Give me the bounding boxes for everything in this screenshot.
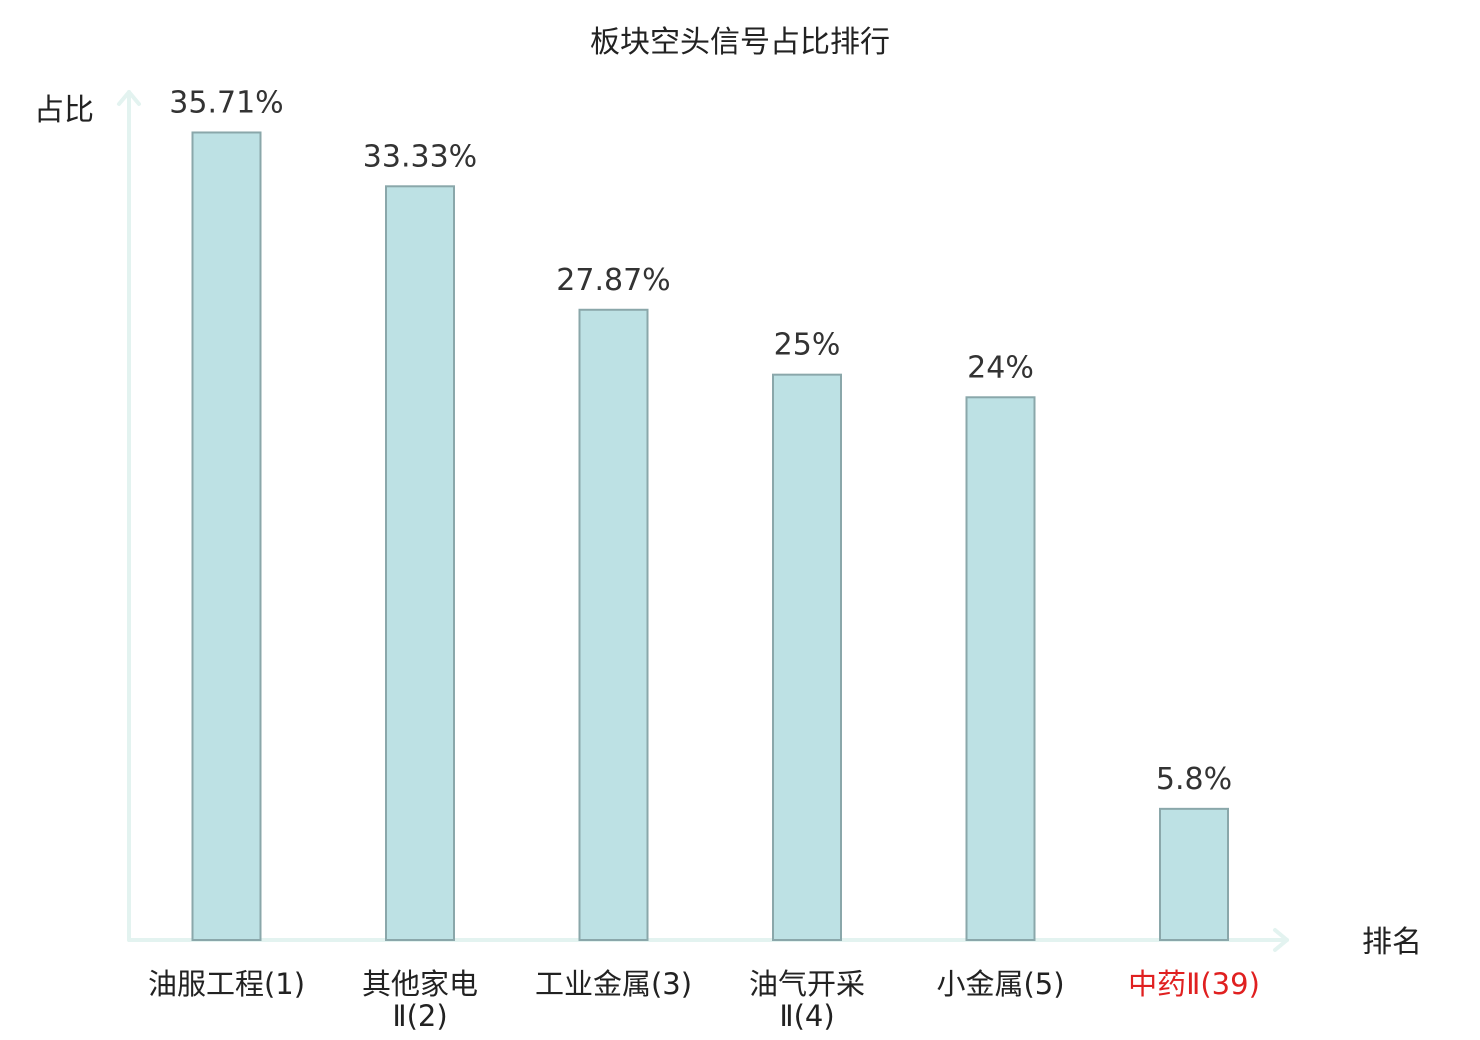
- category-label-0-line-0: 油服工程(1): [148, 967, 305, 1001]
- category-label-1-line-1: Ⅱ(2): [392, 999, 447, 1033]
- category-label-5-line-0: 中药Ⅱ(39): [1128, 967, 1260, 1001]
- x-axis-title: 排名: [1362, 925, 1422, 960]
- bars: [191, 131, 1229, 942]
- value-label-3: 25%: [774, 328, 841, 363]
- y-axis: 占比: [34, 90, 141, 942]
- bar-4: [965, 396, 1036, 941]
- category-label-0: 油服工程(1): [148, 967, 305, 1001]
- category-label-2-line-0: 工业金属(3): [535, 967, 692, 1001]
- value-label-5: 5.8%: [1156, 762, 1232, 797]
- bar-1: [385, 185, 455, 941]
- category-label-4: 小金属(5): [936, 967, 1064, 1001]
- category-label-3: 油气开采 Ⅱ(4): [749, 967, 865, 1033]
- category-label-4-line-0: 小金属(5): [936, 967, 1064, 1001]
- value-label-0: 35.71%: [169, 85, 283, 120]
- chart-title: 板块空头信号占比排行: [590, 25, 890, 60]
- y-axis-arrow: [117, 90, 141, 106]
- category-label-1-line-0: 其他家电: [362, 967, 478, 1001]
- value-label-2: 27.87%: [556, 263, 670, 298]
- y-axis-title: 占比: [34, 93, 94, 128]
- bar-5: [1159, 807, 1229, 941]
- category-label-2: 工业金属(3): [535, 967, 692, 1001]
- category-label-5: 中药Ⅱ(39): [1128, 967, 1260, 1001]
- bar-2: [578, 308, 649, 941]
- x-axis-arrow: [1273, 928, 1289, 952]
- value-label-4: 24%: [967, 350, 1034, 385]
- category-label-3-line-0: 油气开采: [749, 967, 865, 1001]
- bar-0: [191, 131, 262, 942]
- category-labels: 油服工程(1) 其他家电 Ⅱ(2) 工业金属(3) 油气开采 Ⅱ(4) 小金属(5) 中药Ⅱ(…: [148, 967, 1260, 1033]
- value-label-1: 33.33%: [363, 139, 477, 174]
- bar-3: [772, 373, 842, 941]
- category-label-3-line-1: Ⅱ(4): [779, 999, 834, 1033]
- x-axis: 排名: [127, 925, 1422, 960]
- value-labels: 35.71% 33.33% 27.87% 25% 24% 5.8%: [169, 85, 1232, 796]
- category-label-1: 其他家电 Ⅱ(2): [362, 967, 478, 1033]
